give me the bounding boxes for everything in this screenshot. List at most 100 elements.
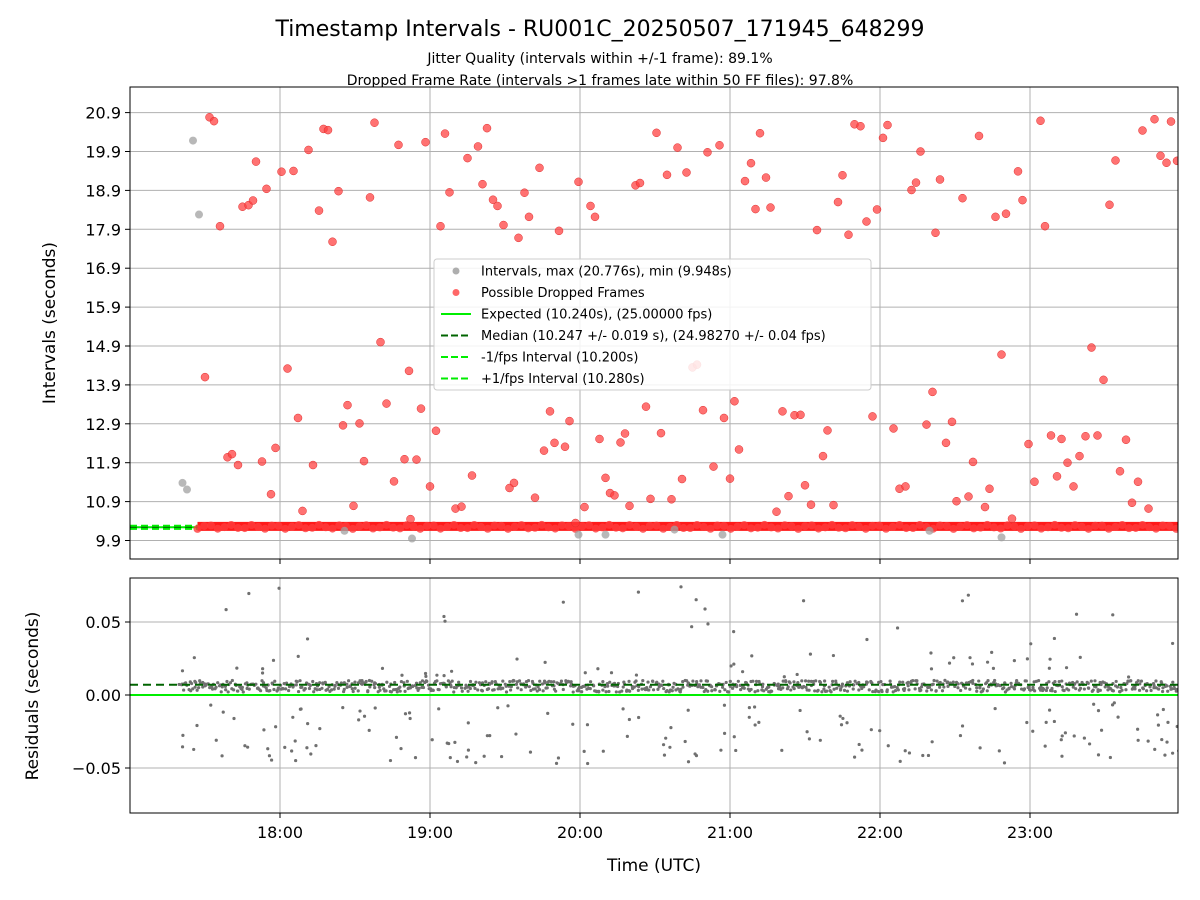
residual-point <box>614 690 618 694</box>
residual-point <box>681 685 685 689</box>
baseline-point <box>1138 520 1147 529</box>
residual-point <box>915 679 919 683</box>
residual-point <box>895 626 900 630</box>
residual-point <box>966 593 970 597</box>
baseline-point <box>1023 522 1032 531</box>
dropped-frame-point <box>215 221 225 231</box>
residual-point <box>420 679 425 683</box>
dropped-frame-point <box>947 417 957 427</box>
residual-point <box>1052 719 1056 724</box>
residual-point <box>1047 708 1052 712</box>
residual-point <box>377 685 381 689</box>
residual-point <box>448 756 452 760</box>
dropped-frame-point <box>404 366 414 376</box>
residual-point <box>686 760 691 764</box>
residual-point <box>756 689 760 693</box>
dropped-frame-point <box>725 474 735 483</box>
baseline-point <box>713 521 722 530</box>
residual-point <box>1071 685 1075 689</box>
residual-point <box>781 679 785 683</box>
residual-point <box>1119 685 1123 690</box>
residual-point <box>543 660 547 664</box>
residual-point <box>968 687 972 691</box>
dropped-frame-point <box>1156 151 1165 161</box>
baseline-point <box>821 523 830 532</box>
residual-point <box>710 689 714 693</box>
residual-point <box>271 658 276 662</box>
dropped-frame-point <box>376 337 385 347</box>
residual-point <box>893 689 898 693</box>
residual-point <box>686 708 690 712</box>
baseline-point <box>423 521 431 530</box>
dropped-frame-point <box>200 372 210 382</box>
residual-point <box>1074 612 1079 616</box>
residual-point <box>1190 679 1193 682</box>
baseline-point <box>720 521 728 530</box>
residual-point <box>601 749 605 753</box>
baseline-point <box>942 521 951 530</box>
baseline-point <box>578 522 587 531</box>
dropped-frame-point <box>719 413 729 423</box>
residual-point <box>571 722 575 726</box>
baseline-point <box>409 522 418 531</box>
residual-point <box>621 707 625 711</box>
residual-point <box>975 686 979 690</box>
dropped-frame-point <box>703 148 712 157</box>
residual-point <box>1047 666 1051 670</box>
residual-point <box>997 749 1001 753</box>
residual-point <box>1139 679 1144 683</box>
dropped-frame-point <box>646 494 655 504</box>
residual-point <box>874 688 878 692</box>
residual-point <box>628 689 632 693</box>
residual-point <box>509 685 513 689</box>
dropped-frame-point <box>248 196 258 205</box>
residual-point <box>1110 703 1115 707</box>
dropped-frame-point <box>1111 156 1120 165</box>
baseline-point <box>207 521 215 530</box>
residual-point <box>820 690 824 694</box>
residual-point <box>457 680 461 684</box>
baseline-point <box>652 521 661 530</box>
residual-point <box>795 672 799 677</box>
dropped-frame-point <box>812 225 822 235</box>
residual-point <box>803 679 808 683</box>
residual-point <box>476 688 480 692</box>
residual-point <box>608 680 612 684</box>
residuals-panel: 0.05 0.00 −0.05 18:00 19:00 20:00 21:00 22:00 2… <box>23 577 1193 876</box>
intervals-y-tick-label: 14.9 <box>85 337 121 356</box>
interval-point <box>408 534 416 543</box>
residual-point <box>367 728 371 732</box>
baseline-point <box>308 523 317 532</box>
residual-point <box>942 685 946 689</box>
residual-point <box>977 679 981 683</box>
residual-point <box>1103 685 1107 689</box>
interval-point <box>178 478 187 487</box>
residual-point <box>1012 659 1016 663</box>
residual-point <box>1190 683 1193 686</box>
interval-point <box>183 485 191 494</box>
residual-point <box>358 709 362 713</box>
residual-point <box>303 687 307 691</box>
residual-point <box>896 688 900 692</box>
baseline-point <box>315 520 323 529</box>
residual-point <box>1178 690 1181 693</box>
residual-point <box>888 679 892 683</box>
residual-point <box>956 686 960 690</box>
dropped-frame-point <box>1196 473 1200 481</box>
residual-point <box>823 679 827 683</box>
residual-point <box>662 686 666 691</box>
residual-point <box>1002 761 1007 765</box>
residuals-y-ticks: 0.05 0.00 −0.05 <box>72 613 130 778</box>
residual-point <box>514 682 519 686</box>
baseline-point <box>1098 521 1106 530</box>
baseline-point <box>517 521 526 530</box>
residual-point <box>971 681 975 686</box>
residual-point <box>274 725 278 729</box>
residual-point <box>814 679 818 683</box>
residual-point <box>1012 687 1017 691</box>
residual-point <box>473 686 477 690</box>
residual-point <box>235 666 239 670</box>
residual-point <box>857 688 861 692</box>
residual-point <box>724 680 728 685</box>
residual-point <box>1002 686 1006 690</box>
